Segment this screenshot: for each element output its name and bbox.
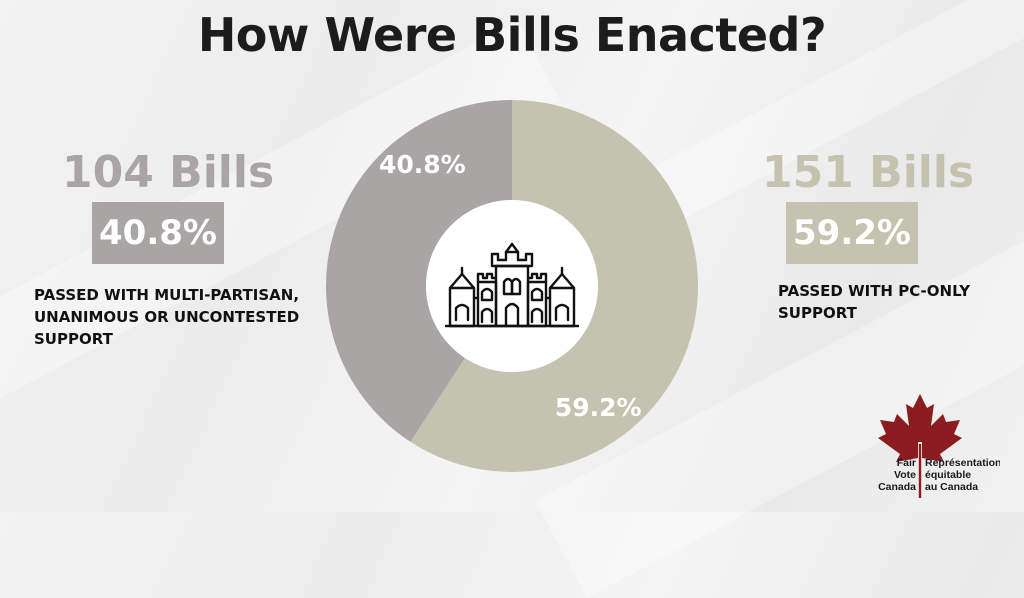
left-percent-box: 40.8%: [92, 202, 224, 264]
donut-slices: [326, 100, 699, 472]
right-percent-box: 59.2%: [786, 202, 918, 264]
donut-slice-0: [410, 100, 699, 472]
right-percent-label: 59.2%: [793, 213, 911, 253]
fair-vote-canada-logo: Fair Vote Canada Représentation équitabl…: [878, 394, 1000, 498]
logo-fr-line-2: équitable: [925, 469, 971, 481]
logo-fr-line-1: Représentation: [925, 457, 1000, 469]
logo-en-line-3: Canada: [878, 481, 916, 493]
right-description: PASSED WITH PC-ONLY SUPPORT: [778, 282, 971, 322]
left-bill-count: 104 Bills: [62, 147, 275, 198]
donut-slice-1: [326, 100, 512, 442]
donut-chart: 59.2% 40.8%: [326, 100, 699, 472]
parliament-building-icon: [444, 242, 580, 328]
donut-data-labels: 59.2% 40.8%: [379, 150, 642, 422]
maple-leaf-icon: [878, 394, 962, 462]
donut-data-label-1: 40.8%: [379, 150, 466, 179]
right-bill-count: 151 Bills: [762, 147, 975, 198]
logo-en-line-1: Fair: [897, 457, 916, 469]
page-title: How Were Bills Enacted?: [197, 8, 827, 62]
left-percent-label: 40.8%: [99, 213, 217, 253]
left-description: PASSED WITH MULTI-PARTISAN, UNANIMOUS OR…: [34, 286, 300, 348]
donut-data-label-0: 59.2%: [555, 393, 642, 422]
logo-fr-line-3: au Canada: [925, 481, 978, 493]
logo-en-line-2: Vote: [894, 469, 916, 481]
